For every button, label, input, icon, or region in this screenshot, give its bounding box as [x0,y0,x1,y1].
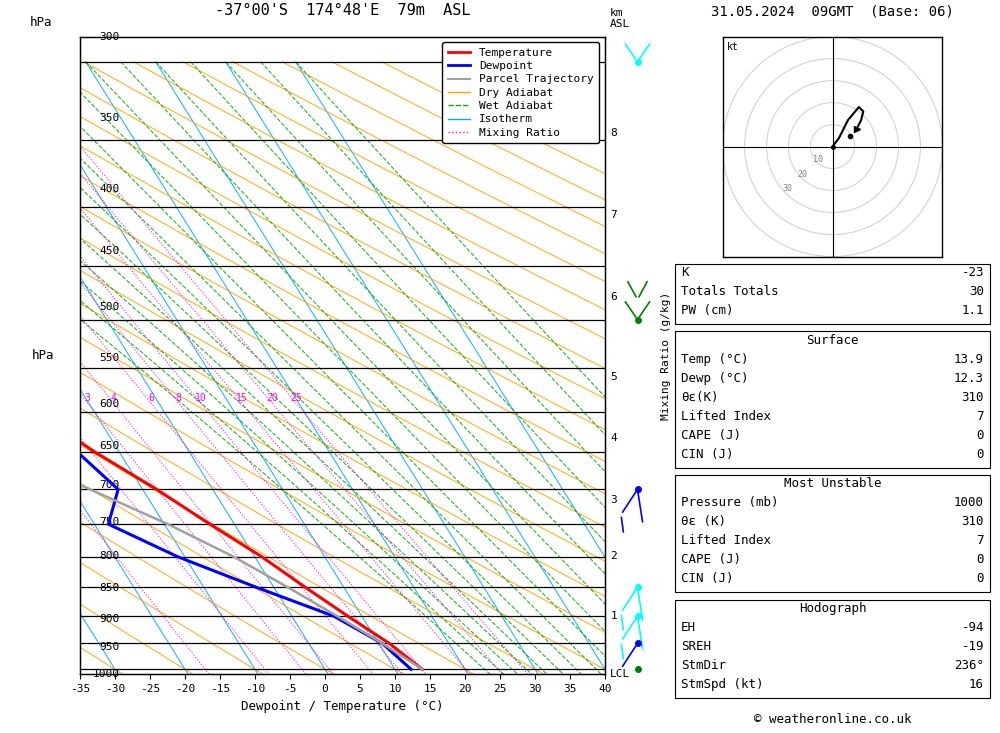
Text: 2: 2 [610,551,617,561]
Text: CIN (J): CIN (J) [681,572,734,586]
Text: Surface: Surface [806,334,859,347]
Text: Lifted Index: Lifted Index [681,410,771,423]
Text: Hodograph: Hodograph [799,602,866,615]
Text: 30: 30 [969,285,984,298]
Text: 750: 750 [99,517,119,527]
Text: PW (cm): PW (cm) [681,304,734,317]
Text: EH: EH [681,621,696,634]
Text: km
ASL: km ASL [610,8,630,29]
Legend: Temperature, Dewpoint, Parcel Trajectory, Dry Adiabat, Wet Adiabat, Isotherm, Mi: Temperature, Dewpoint, Parcel Trajectory… [442,43,599,144]
Y-axis label: Mixing Ratio (g/kg): Mixing Ratio (g/kg) [661,292,671,419]
Text: 700: 700 [99,480,119,490]
Text: 850: 850 [99,583,119,593]
Text: -23: -23 [962,266,984,279]
Text: 10: 10 [195,393,207,403]
X-axis label: Dewpoint / Temperature (°C): Dewpoint / Temperature (°C) [241,699,444,712]
Text: K: K [681,266,688,279]
Text: hPa: hPa [30,16,52,29]
Text: 350: 350 [99,114,119,123]
Text: 6: 6 [148,393,154,403]
Text: 31.05.2024  09GMT  (Base: 06): 31.05.2024 09GMT (Base: 06) [711,4,954,18]
Text: 1000: 1000 [954,496,984,509]
Text: 1.1: 1.1 [962,304,984,317]
Text: 4: 4 [610,433,617,443]
Text: 300: 300 [99,32,119,42]
Text: Temp (°C): Temp (°C) [681,353,748,366]
Text: 400: 400 [99,184,119,194]
Text: 3: 3 [85,393,91,403]
Text: θε(K): θε(K) [681,391,718,404]
Text: -19: -19 [962,640,984,653]
Text: kt: kt [727,42,739,52]
Text: 0: 0 [976,448,984,461]
Text: CAPE (J): CAPE (J) [681,429,741,442]
Text: hPa: hPa [32,349,54,362]
Text: -37°00'S  174°48'E  79m  ASL: -37°00'S 174°48'E 79m ASL [215,4,470,18]
Text: © weatheronline.co.uk: © weatheronline.co.uk [754,712,911,726]
Text: 550: 550 [99,353,119,363]
Text: 500: 500 [99,302,119,312]
Text: 6: 6 [610,292,617,301]
Text: θε (K): θε (K) [681,515,726,528]
Text: 7: 7 [610,210,617,220]
Text: 20: 20 [266,393,278,403]
Text: CIN (J): CIN (J) [681,448,734,461]
Text: StmSpd (kt): StmSpd (kt) [681,678,764,691]
Text: 900: 900 [99,614,119,624]
Text: 3: 3 [610,496,617,505]
Text: 650: 650 [99,441,119,452]
Text: 15: 15 [236,393,248,403]
Text: 310: 310 [962,515,984,528]
Text: 236°: 236° [954,659,984,672]
Text: CAPE (J): CAPE (J) [681,553,741,567]
Text: 600: 600 [99,399,119,409]
Text: Pressure (mb): Pressure (mb) [681,496,778,509]
Text: Dewp (°C): Dewp (°C) [681,372,748,385]
Text: 12.3: 12.3 [954,372,984,385]
Text: 8: 8 [176,393,182,403]
Text: 0: 0 [976,553,984,567]
Text: 13.9: 13.9 [954,353,984,366]
Text: 25: 25 [290,393,302,403]
Text: 1000: 1000 [92,669,119,679]
Text: -94: -94 [962,621,984,634]
Text: 30: 30 [783,185,793,194]
Text: LCL: LCL [610,669,631,679]
Text: 8: 8 [610,128,617,139]
Text: 20: 20 [798,169,808,179]
Text: StmDir: StmDir [681,659,726,672]
Text: Most Unstable: Most Unstable [784,477,881,490]
Text: SREH: SREH [681,640,711,653]
Text: Totals Totals: Totals Totals [681,285,778,298]
Text: 7: 7 [976,534,984,548]
Text: 16: 16 [969,678,984,691]
Text: Lifted Index: Lifted Index [681,534,771,548]
Text: 0: 0 [976,572,984,586]
Text: 800: 800 [99,551,119,561]
Text: 450: 450 [99,246,119,257]
Text: 950: 950 [99,642,119,652]
Text: 4: 4 [110,393,116,403]
Text: 5: 5 [610,372,617,382]
Text: 1: 1 [610,611,617,621]
Text: 7: 7 [976,410,984,423]
Text: 0: 0 [976,429,984,442]
Text: 10: 10 [813,155,823,163]
Text: 310: 310 [962,391,984,404]
